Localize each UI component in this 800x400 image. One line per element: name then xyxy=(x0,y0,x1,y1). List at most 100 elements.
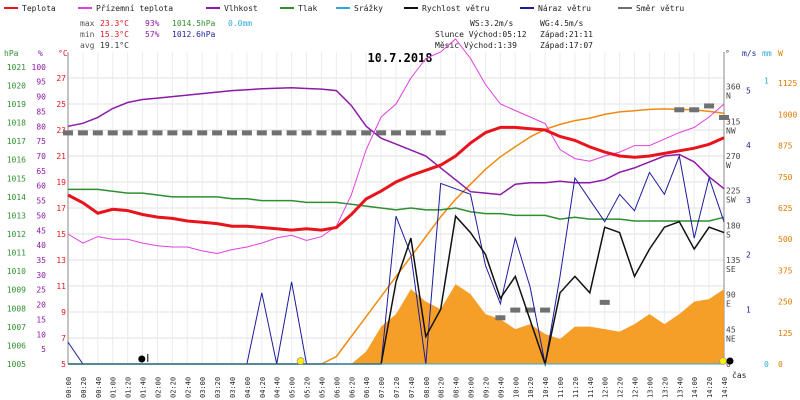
axis-rain_mm-tick-1: 1 xyxy=(764,76,769,85)
axis-temperature_c-tick-0: 5 xyxy=(61,360,66,369)
unit-pct: % xyxy=(38,49,43,58)
x-tick-label-1: 00:20 xyxy=(80,377,88,398)
stat-max-press: 1014.5hPa xyxy=(172,19,216,28)
stat-avg-temp: 19.1°C xyxy=(100,41,129,50)
x-tick-label-4: 01:20 xyxy=(125,377,133,398)
axis-humidity_pct-tick-19: 100 xyxy=(32,63,47,72)
x-tick-label-16: 05:20 xyxy=(304,377,312,398)
x-tick-label-20: 06:40 xyxy=(363,377,371,398)
axis-temperature_c-tick-1: 7 xyxy=(61,334,66,343)
axis-wind_dir_deg-tick-6: 270 xyxy=(726,152,741,161)
chart-title: 10.7.2018 xyxy=(367,51,432,65)
axis-temperature_c-tick-5: 15 xyxy=(56,230,66,239)
wind-dir-point-16 xyxy=(301,130,312,136)
x-tick-label-3: 01:00 xyxy=(110,377,118,398)
x-tick-label-17: 05:40 xyxy=(318,377,326,398)
wind-dir-point-19 xyxy=(346,130,357,136)
axis-wind_dir_deg-tick-5: 225 xyxy=(726,187,741,196)
stat-max-hum: 93% xyxy=(145,19,160,28)
wind-dir-point-41 xyxy=(674,107,685,113)
axis-humidity_pct-tick-11: 60 xyxy=(36,182,46,191)
axis-solar_w-tick-4: 500 xyxy=(778,235,793,244)
x-tick-label-14: 04:40 xyxy=(274,377,282,398)
axis-pressure_hpa-tick-5: 1010 xyxy=(7,267,26,276)
wind-dir-point-13 xyxy=(256,130,267,136)
x-tick-label-31: 10:20 xyxy=(527,377,535,398)
wind-dir-point-22 xyxy=(391,130,401,136)
x-tick-label-41: 13:40 xyxy=(676,377,684,398)
wind-dir-point-36 xyxy=(599,299,610,305)
axes: 1005100610071008100910101011101210131014… xyxy=(7,52,797,369)
x-tick-label-6: 02:00 xyxy=(154,377,162,398)
x-tick-label-27: 09:00 xyxy=(468,377,476,398)
axis-temperature_c-tick-3: 11 xyxy=(56,282,66,291)
wind-dir-point-10 xyxy=(212,130,223,136)
x-tick-label-34: 11:20 xyxy=(572,377,580,398)
axis-wind_dir_deg-tick-2-sub: E xyxy=(726,300,731,309)
x-tick-label-43: 14:20 xyxy=(706,377,714,398)
unit-degc: °C xyxy=(58,49,68,58)
axis-wind_dir_deg-tick-4-sub: S xyxy=(726,230,731,239)
axis-wind_ms-tick-0: 1 xyxy=(746,305,751,314)
axis-pressure_hpa-tick-10: 1015 xyxy=(7,174,26,183)
axis-humidity_pct-tick-7: 40 xyxy=(36,241,46,250)
axis-pressure_hpa-tick-7: 1012 xyxy=(7,230,26,239)
x-tick-label-26: 08:40 xyxy=(453,377,461,398)
x-tick-label-15: 05:00 xyxy=(289,377,297,398)
axis-wind_dir_deg-tick-3: 135 xyxy=(726,256,741,265)
axis-pressure_hpa-tick-12: 1017 xyxy=(7,137,26,146)
wind-dir-point-31 xyxy=(525,307,536,313)
wind-dir-point-11 xyxy=(227,130,237,136)
x-tick-label-30: 10:00 xyxy=(512,377,520,398)
axis-humidity_pct-tick-8: 45 xyxy=(36,226,46,235)
series-humidity-line xyxy=(67,86,725,196)
axis-solar_w-tick-9: 1125 xyxy=(778,79,797,88)
axis-pressure_hpa-tick-0: 1005 xyxy=(7,360,26,369)
axis-wind_dir_deg-tick-1: 45 xyxy=(726,325,736,334)
x-tick-label-29: 09:40 xyxy=(497,377,505,398)
stat-sun: Slunce Východ:05:12 xyxy=(435,30,527,39)
stat-wg: WG:4.5m/s xyxy=(540,19,584,28)
axis-solar_w-tick-3: 375 xyxy=(778,266,793,275)
x-tick-label-35: 11:40 xyxy=(587,377,595,398)
axis-humidity_pct-tick-18: 95 xyxy=(36,78,46,87)
axis-humidity_pct-tick-15: 80 xyxy=(36,122,46,131)
wind-dir-point-29 xyxy=(495,315,506,321)
wind-dir-point-6 xyxy=(152,130,163,136)
wind-dir-point-32 xyxy=(540,307,551,313)
x-tick-label-23: 07:40 xyxy=(408,377,416,398)
x-tick-label-22: 07:20 xyxy=(393,377,401,398)
stat-min-hum: 57% xyxy=(145,30,160,39)
wind-dir-point-20 xyxy=(361,130,372,136)
unit-deg: ° xyxy=(725,49,730,58)
series-solar-area xyxy=(68,284,724,364)
x-tick-label-12: 04:00 xyxy=(244,377,252,398)
x-tick-label-40: 13:20 xyxy=(661,377,669,398)
legend-label-4: Srážky xyxy=(354,4,383,13)
axis-wind_dir_deg-tick-8: 360 xyxy=(726,83,741,92)
axis-wind_ms-tick-1: 2 xyxy=(746,251,751,260)
axis-humidity_pct-tick-12: 65 xyxy=(36,167,46,176)
axis-wind_ms-tick-4: 5 xyxy=(746,86,751,95)
stat-min-temp: 15.3°C xyxy=(100,30,129,39)
stat-max-temp: 23.3°C xyxy=(100,19,129,28)
wind-dir-point-17 xyxy=(316,130,327,136)
axis-wind_dir_deg-tick-2: 90 xyxy=(726,291,736,300)
axis-solar_w-tick-8: 1000 xyxy=(778,110,797,119)
stat-ws: WS:3.2m/s xyxy=(470,19,514,28)
x-tick-label-38: 12:40 xyxy=(632,377,640,398)
axis-pressure_hpa-tick-15: 1020 xyxy=(7,81,26,90)
stat-max-rain: 0.0mm xyxy=(228,19,252,28)
x-tick-label-13: 04:20 xyxy=(259,377,267,398)
axis-pressure_hpa-tick-6: 1011 xyxy=(7,249,26,258)
wind-dir-point-3 xyxy=(107,130,118,136)
x-axis-labels: 00:00 00:20 00:40 01:00 01:20 01:40 02:00 02:20… xyxy=(65,377,729,398)
legend: Teplota Přízemní teplota Vlhkost Tlak Srážky… xyxy=(4,4,684,13)
axis-solar_w-tick-6: 750 xyxy=(778,173,793,182)
axis-solar_w-tick-5: 625 xyxy=(778,204,793,213)
axis-humidity_pct-tick-5: 30 xyxy=(36,271,46,280)
x-tick-label-7: 02:20 xyxy=(169,377,177,398)
axis-pressure_hpa-tick-13: 1018 xyxy=(7,119,26,128)
wind-dir-point-5 xyxy=(137,130,148,136)
